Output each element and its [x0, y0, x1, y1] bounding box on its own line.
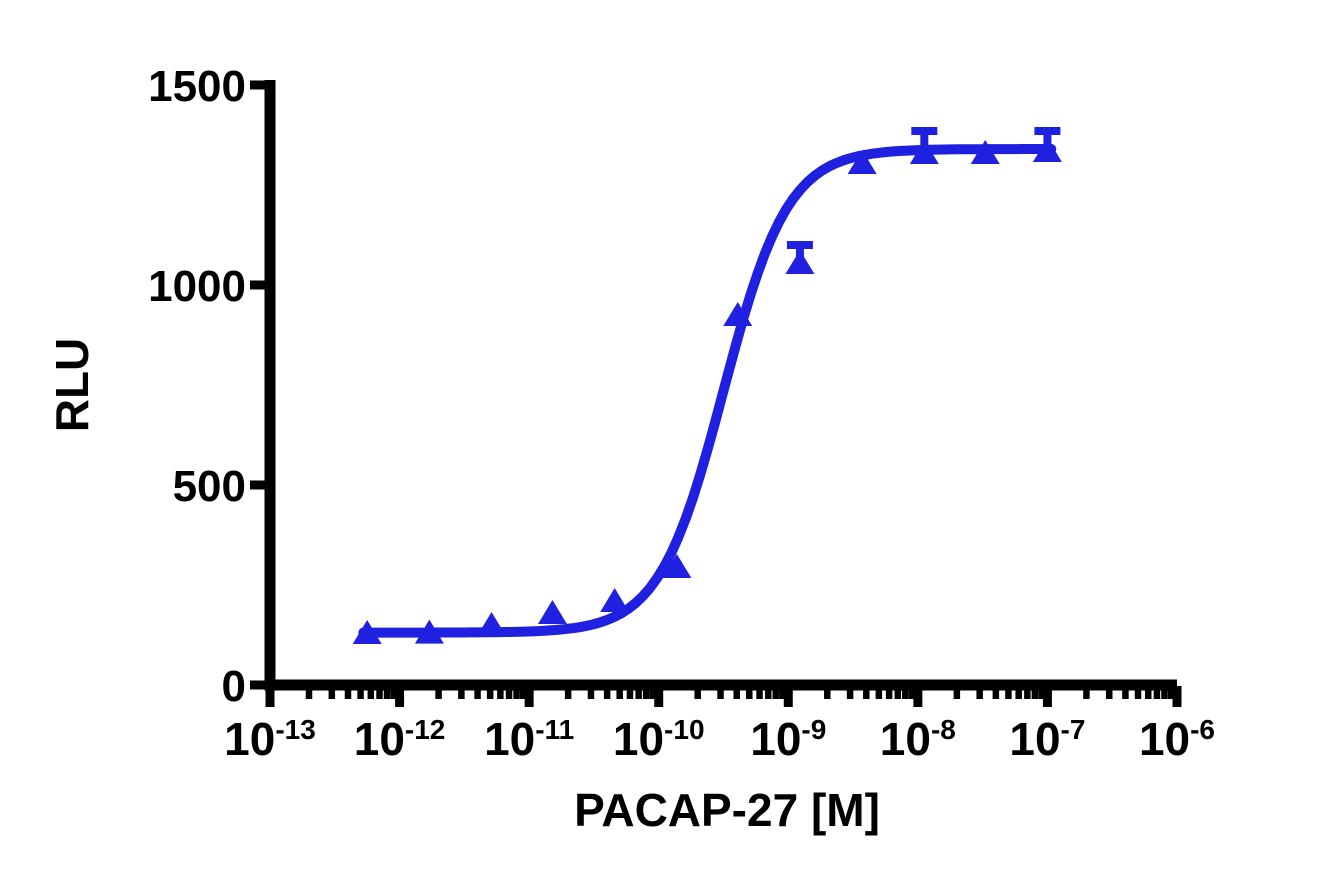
x-axis-tick-label: 10-13: [224, 713, 316, 765]
x-axis-tick-label: 10-10: [613, 713, 705, 765]
fit-curve: [358, 144, 1057, 638]
data-point-marker: [414, 619, 444, 644]
x-axis-tick-exponent: -8: [931, 714, 956, 745]
data-point-marker: [352, 620, 382, 644]
data-point-marker: [909, 140, 939, 164]
data-point-marker: [477, 612, 507, 636]
x-axis-title: PACAP-27 [M]: [574, 784, 880, 836]
y-axis-tick-label: 500: [173, 462, 246, 511]
data-point-marker: [537, 600, 567, 624]
y-axis-tick-label: 1000: [148, 262, 246, 311]
x-axis-tick-exponent: -12: [405, 714, 445, 745]
data-point-marker: [1032, 138, 1062, 162]
x-axis-tick-exponent: -13: [275, 714, 315, 745]
data-point-marker: [662, 554, 692, 578]
y-axis-title: RLU: [46, 338, 98, 433]
x-axis-tick-exponent: -9: [801, 714, 826, 745]
x-axis-tick-label: 10-9: [750, 713, 826, 765]
data-point-marker: [723, 302, 753, 326]
x-axis-tick-label: 10-7: [1009, 713, 1085, 765]
x-axis-tick-exponent: -11: [535, 714, 574, 745]
data-point-marker: [847, 150, 877, 174]
x-axis-tick-label: 10-6: [1139, 713, 1215, 765]
data-point-marker: [785, 250, 815, 274]
x-axis-tick-exponent: -6: [1190, 714, 1215, 745]
y-axis-tick-label: 0: [222, 662, 246, 711]
x-axis-tick-label: 10-12: [354, 713, 446, 765]
x-axis-tick-exponent: -7: [1061, 714, 1086, 745]
x-axis-tick-label: 10-11: [484, 713, 574, 765]
x-axis-tick-label: 10-8: [880, 713, 956, 765]
data-layer: [352, 127, 1062, 644]
y-axis-tick-label: 1500: [148, 62, 246, 111]
axes-layer: 0 500 1000 1500 10-13 10-12 10-11 10-10 10-9 10-8…: [148, 62, 1215, 765]
data-point-marker: [600, 588, 630, 612]
x-axis-tick-exponent: -10: [664, 714, 704, 745]
data-point-marker: [970, 140, 1000, 164]
